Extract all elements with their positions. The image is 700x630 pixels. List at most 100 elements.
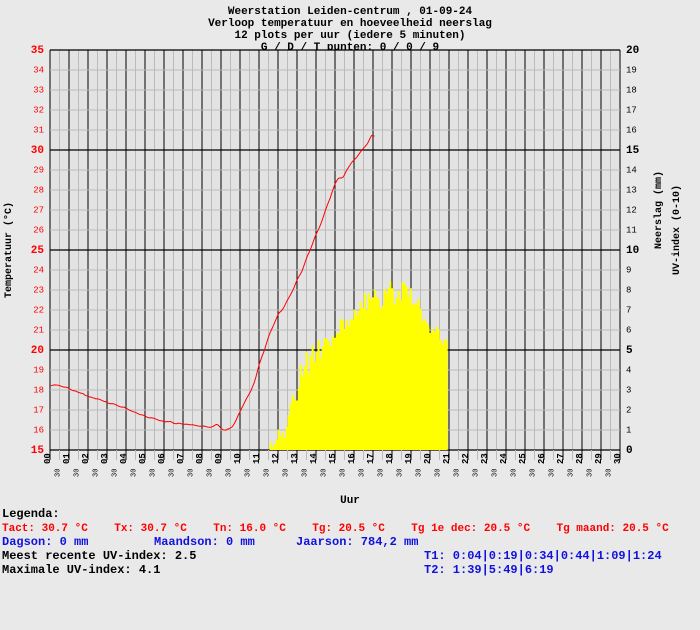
svg-text:16: 16 <box>33 425 44 435</box>
svg-text:Dagson: 0 mm: Dagson: 0 mm <box>2 535 88 549</box>
svg-text:29: 29 <box>594 453 604 464</box>
svg-text:Maximale UV-index: 4.1: Maximale UV-index: 4.1 <box>2 563 160 577</box>
svg-text:35: 35 <box>31 45 45 57</box>
svg-text:22: 22 <box>461 453 471 464</box>
svg-text:17: 17 <box>33 405 44 415</box>
svg-text:26: 26 <box>537 453 547 464</box>
svg-text:30: 30 <box>613 453 623 464</box>
svg-text:30: 30 <box>321 469 329 477</box>
svg-text:28: 28 <box>575 453 585 464</box>
svg-text:18: 18 <box>33 385 44 395</box>
svg-text:30: 30 <box>112 469 120 477</box>
svg-text:30: 30 <box>492 469 500 477</box>
svg-text:17: 17 <box>366 453 376 464</box>
svg-text:11: 11 <box>252 453 262 464</box>
svg-text:30: 30 <box>397 469 405 477</box>
svg-text:08: 08 <box>195 453 205 464</box>
svg-text:27: 27 <box>556 453 566 464</box>
svg-text:21: 21 <box>442 453 452 464</box>
svg-text:24: 24 <box>499 453 509 464</box>
svg-text:30: 30 <box>55 469 63 477</box>
svg-text:Meest recente UV-index: 2.5: Meest recente UV-index: 2.5 <box>2 549 196 563</box>
svg-text:6: 6 <box>626 325 631 335</box>
svg-text:27: 27 <box>33 205 44 215</box>
svg-text:30: 30 <box>302 469 310 477</box>
svg-text:33: 33 <box>33 85 44 95</box>
svg-text:30: 30 <box>264 469 272 477</box>
svg-text:15: 15 <box>328 453 338 464</box>
svg-text:26: 26 <box>33 225 44 235</box>
svg-text:03: 03 <box>100 453 110 464</box>
svg-text:13: 13 <box>290 453 300 464</box>
svg-text:30: 30 <box>473 469 481 477</box>
svg-text:30: 30 <box>568 469 576 477</box>
svg-text:30: 30 <box>188 469 196 477</box>
svg-text:2: 2 <box>626 405 631 415</box>
svg-text:24: 24 <box>33 265 44 275</box>
svg-text:16: 16 <box>626 125 637 135</box>
svg-text:11: 11 <box>626 225 637 235</box>
svg-text:10: 10 <box>233 453 243 464</box>
svg-text:30: 30 <box>340 469 348 477</box>
svg-text:14: 14 <box>309 453 319 464</box>
svg-text:06: 06 <box>157 453 167 464</box>
svg-text:04: 04 <box>119 453 129 464</box>
svg-text:05: 05 <box>138 453 148 464</box>
svg-text:Legenda:: Legenda: <box>2 507 60 521</box>
svg-text:8: 8 <box>626 285 631 295</box>
svg-text:T2: 1:39|5:49|6:19: T2: 1:39|5:49|6:19 <box>424 563 554 577</box>
svg-text:Tact: 30.7 °C Tx: 30.7 °C: Tact: 30.7 °C Tx: 30.7 °C Tn: 16.0 °C Tg… <box>2 523 669 535</box>
svg-text:7: 7 <box>626 305 631 315</box>
svg-text:30: 30 <box>131 469 139 477</box>
svg-text:12: 12 <box>271 453 281 464</box>
svg-text:9: 9 <box>626 265 631 275</box>
svg-text:07: 07 <box>176 453 186 464</box>
svg-text:Jaarson: 784,2 mm: Jaarson: 784,2 mm <box>296 535 418 549</box>
svg-text:17: 17 <box>626 105 637 115</box>
svg-text:30: 30 <box>245 469 253 477</box>
svg-text:30: 30 <box>207 469 215 477</box>
svg-text:22: 22 <box>33 305 44 315</box>
svg-text:21: 21 <box>33 325 44 335</box>
svg-text:30: 30 <box>587 469 595 477</box>
svg-text:30: 30 <box>454 469 462 477</box>
svg-text:13: 13 <box>626 185 637 195</box>
svg-text:10: 10 <box>626 245 639 257</box>
svg-text:Temperatuur (°C): Temperatuur (°C) <box>3 202 15 298</box>
svg-text:1: 1 <box>626 425 631 435</box>
svg-text:28: 28 <box>33 185 44 195</box>
svg-text:34: 34 <box>33 65 44 75</box>
svg-text:30: 30 <box>226 469 234 477</box>
svg-text:Maandson: 0 mm: Maandson: 0 mm <box>154 535 255 549</box>
svg-text:Neerslag (mm): Neerslag (mm) <box>653 171 665 249</box>
svg-text:09: 09 <box>214 453 224 464</box>
svg-text:30: 30 <box>74 469 82 477</box>
svg-text:5: 5 <box>626 345 633 357</box>
svg-text:25: 25 <box>518 453 528 464</box>
svg-text:30: 30 <box>435 469 443 477</box>
svg-text:30: 30 <box>169 469 177 477</box>
svg-text:19: 19 <box>33 365 44 375</box>
svg-text:30: 30 <box>359 469 367 477</box>
svg-text:19: 19 <box>404 453 414 464</box>
svg-text:30: 30 <box>530 469 538 477</box>
svg-text:20: 20 <box>423 453 433 464</box>
svg-text:UV-index (0-10): UV-index (0-10) <box>671 185 683 275</box>
svg-text:14: 14 <box>626 165 637 175</box>
svg-text:18: 18 <box>385 453 395 464</box>
svg-text:23: 23 <box>480 453 490 464</box>
svg-text:20: 20 <box>626 45 639 57</box>
svg-text:02: 02 <box>81 453 91 464</box>
svg-text:30: 30 <box>606 469 614 477</box>
svg-text:15: 15 <box>626 145 640 157</box>
svg-text:30: 30 <box>93 469 101 477</box>
svg-text:32: 32 <box>33 105 44 115</box>
svg-text:18: 18 <box>626 85 637 95</box>
svg-text:19: 19 <box>626 65 637 75</box>
svg-text:00: 00 <box>43 453 53 464</box>
svg-text:25: 25 <box>31 245 45 257</box>
svg-text:30: 30 <box>378 469 386 477</box>
svg-text:30: 30 <box>549 469 557 477</box>
svg-text:31: 31 <box>33 125 44 135</box>
svg-text:3: 3 <box>626 385 631 395</box>
